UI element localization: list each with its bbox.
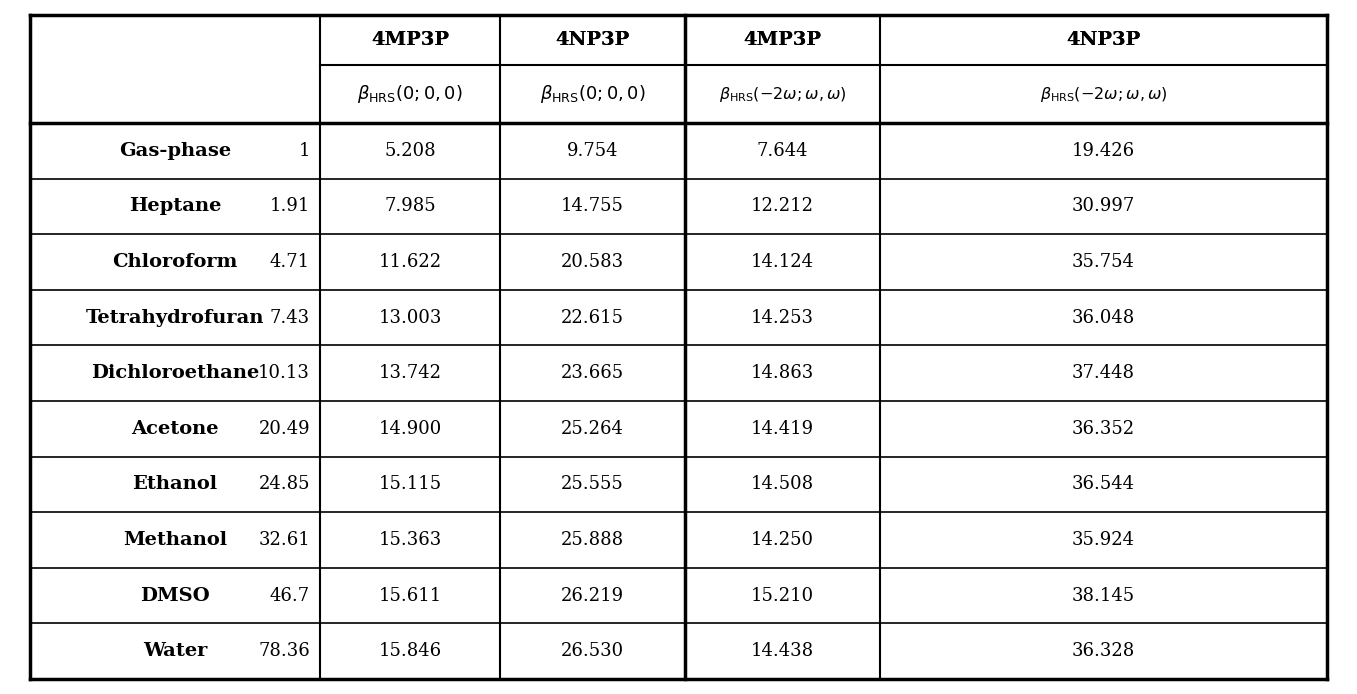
Text: $\beta_{\mathrm{HRS}}(-2\omega;\omega,\omega)$: $\beta_{\mathrm{HRS}}(-2\omega;\omega,\o… bbox=[719, 85, 847, 103]
Text: 9.754: 9.754 bbox=[567, 142, 619, 160]
Text: 36.328: 36.328 bbox=[1072, 642, 1134, 660]
Text: 13.003: 13.003 bbox=[379, 309, 441, 327]
Text: 4NP3P: 4NP3P bbox=[1067, 31, 1141, 49]
Text: 15.115: 15.115 bbox=[379, 475, 441, 493]
Text: 14.253: 14.253 bbox=[750, 309, 814, 327]
Text: 5.208: 5.208 bbox=[384, 142, 436, 160]
Text: 19.426: 19.426 bbox=[1072, 142, 1134, 160]
Text: 25.888: 25.888 bbox=[560, 531, 624, 549]
Text: 25.264: 25.264 bbox=[560, 420, 624, 438]
Text: 7.985: 7.985 bbox=[384, 197, 436, 215]
Text: 15.846: 15.846 bbox=[379, 642, 441, 660]
Text: 1: 1 bbox=[299, 142, 309, 160]
Text: 37.448: 37.448 bbox=[1072, 364, 1134, 382]
Text: 4NP3P: 4NP3P bbox=[1067, 31, 1141, 49]
Text: 4MP3P: 4MP3P bbox=[370, 31, 449, 49]
Text: 15.363: 15.363 bbox=[379, 531, 441, 549]
Text: 12.212: 12.212 bbox=[750, 197, 814, 215]
Text: 7.43: 7.43 bbox=[270, 309, 309, 327]
Text: 78.36: 78.36 bbox=[258, 642, 309, 660]
Text: 35.754: 35.754 bbox=[1072, 253, 1134, 271]
Text: 14.755: 14.755 bbox=[560, 197, 624, 215]
Text: Methanol: Methanol bbox=[123, 531, 227, 549]
Text: 23.665: 23.665 bbox=[560, 364, 624, 382]
Text: Chloroform: Chloroform bbox=[113, 253, 237, 271]
Text: 26.219: 26.219 bbox=[560, 586, 624, 604]
Text: 4MP3P: 4MP3P bbox=[744, 31, 821, 49]
Text: Gas-phase: Gas-phase bbox=[119, 142, 231, 160]
Text: 15.210: 15.210 bbox=[750, 586, 814, 604]
Text: 10.13: 10.13 bbox=[258, 364, 309, 382]
Text: 4NP3P: 4NP3P bbox=[555, 31, 630, 49]
Text: 14.438: 14.438 bbox=[750, 642, 814, 660]
Text: Heptane: Heptane bbox=[129, 197, 221, 215]
Text: 26.530: 26.530 bbox=[560, 642, 624, 660]
Text: Water: Water bbox=[142, 642, 208, 660]
Text: $\beta_{\mathrm{HRS}}(0;0,0)$: $\beta_{\mathrm{HRS}}(0;0,0)$ bbox=[540, 83, 646, 105]
Text: 35.924: 35.924 bbox=[1072, 531, 1134, 549]
Text: 32.61: 32.61 bbox=[258, 531, 309, 549]
Text: Tetrahydrofuran: Tetrahydrofuran bbox=[85, 309, 265, 327]
Text: 36.352: 36.352 bbox=[1072, 420, 1134, 438]
Text: 25.555: 25.555 bbox=[562, 475, 624, 493]
Text: 4MP3P: 4MP3P bbox=[744, 31, 821, 49]
Text: 7.644: 7.644 bbox=[757, 142, 809, 160]
Text: 14.863: 14.863 bbox=[750, 364, 814, 382]
Text: 4MP3P: 4MP3P bbox=[370, 31, 449, 49]
Text: 15.611: 15.611 bbox=[379, 586, 441, 604]
Text: $\beta_{\mathrm{HRS}}(-2\omega;\omega,\omega)$: $\beta_{\mathrm{HRS}}(-2\omega;\omega,\o… bbox=[1039, 85, 1167, 103]
Text: 36.544: 36.544 bbox=[1072, 475, 1134, 493]
Text: 36.048: 36.048 bbox=[1072, 309, 1134, 327]
Text: DMSO: DMSO bbox=[140, 586, 210, 604]
Text: 24.85: 24.85 bbox=[258, 475, 309, 493]
Text: 1.91: 1.91 bbox=[270, 197, 309, 215]
Text: 14.124: 14.124 bbox=[750, 253, 814, 271]
Text: 11.622: 11.622 bbox=[379, 253, 441, 271]
Text: Acetone: Acetone bbox=[132, 420, 218, 438]
Text: 30.997: 30.997 bbox=[1072, 197, 1134, 215]
Text: Dichloroethane: Dichloroethane bbox=[91, 364, 259, 382]
Text: 14.419: 14.419 bbox=[750, 420, 814, 438]
Text: 20.49: 20.49 bbox=[258, 420, 309, 438]
Text: 22.615: 22.615 bbox=[560, 309, 624, 327]
Text: 13.742: 13.742 bbox=[379, 364, 441, 382]
Text: 38.145: 38.145 bbox=[1072, 586, 1134, 604]
Text: 4.71: 4.71 bbox=[270, 253, 309, 271]
Text: $\beta_{\mathrm{HRS}}(0;0,0)$: $\beta_{\mathrm{HRS}}(0;0,0)$ bbox=[357, 83, 463, 105]
Text: 46.7: 46.7 bbox=[270, 586, 309, 604]
Text: 14.508: 14.508 bbox=[750, 475, 814, 493]
Text: Ethanol: Ethanol bbox=[133, 475, 217, 493]
Text: 14.250: 14.250 bbox=[750, 531, 814, 549]
Text: 20.583: 20.583 bbox=[560, 253, 624, 271]
Text: 4NP3P: 4NP3P bbox=[555, 31, 630, 49]
Text: 14.900: 14.900 bbox=[379, 420, 441, 438]
